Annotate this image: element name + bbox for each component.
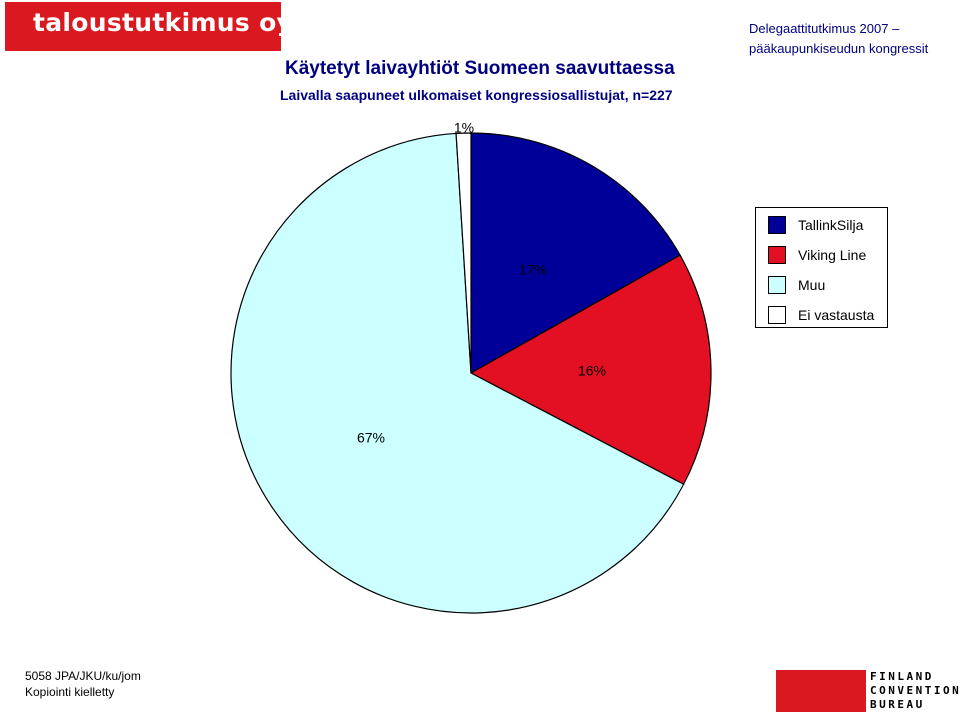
chart-title: Käytetyt laivayhtiöt Suomeen saavuttaess…: [285, 58, 675, 79]
legend-label-tallinksilja: TallinkSilja: [798, 217, 864, 233]
footer-info: 5058 JPA/JKU/ku/jom Kopiointi kielletty: [25, 668, 141, 700]
survey-info: Delegaattitutkimus 2007 – pääkaupunkiseu…: [749, 19, 928, 59]
pie-slice-ei-vastausta: [455, 132, 472, 374]
pie-slice-viking-line: [469, 254, 712, 486]
legend-label-muu: Muu: [798, 277, 826, 293]
slice-label-tallinksilja: 17%: [519, 262, 547, 278]
legend-label-viking-line: Viking Line: [798, 247, 867, 263]
slice-label-ei-vastausta: 1%: [454, 120, 474, 136]
legend: TallinkSilja Viking Line Muu Ei vastaust…: [755, 207, 888, 328]
pie-slice-tallinksilja: [470, 132, 681, 375]
survey-line-2: pääkaupunkiseudun kongressit: [749, 41, 929, 56]
logo-taloustutkimus: taloustutkimus oy: [5, 2, 293, 51]
fcb-line-2: CONVENTION: [870, 684, 960, 697]
slice-label-viking-line: 16%: [578, 363, 606, 379]
pie-slice-muu: [230, 132, 685, 614]
fcb-logo-mark: [776, 670, 866, 712]
legend-swatch-muu: [768, 276, 786, 294]
legend-swatch-tallinksilja: [768, 216, 786, 234]
slice-label-muu: 67%: [357, 430, 385, 446]
chart-subtitle: Laivalla saapuneet ulkomaiset kongressio…: [280, 87, 673, 103]
logo-text: taloustutkimus oy: [33, 8, 294, 37]
legend-swatch-ei-vastausta: [768, 306, 786, 324]
legend-label-ei-vastausta: Ei vastausta: [798, 307, 875, 323]
footer-note: Kopiointi kielletty: [25, 685, 115, 699]
fcb-line-3: BUREAU: [870, 698, 925, 711]
fcb-logo-text: FINLAND CONVENTION BUREAU: [870, 670, 960, 712]
fcb-line-1: FINLAND: [870, 670, 934, 683]
legend-swatch-viking-line: [768, 246, 786, 264]
survey-line-1: Delegaattitutkimus 2007 –: [749, 21, 900, 36]
footer-code: 5058 JPA/JKU/ku/jom: [25, 669, 141, 683]
